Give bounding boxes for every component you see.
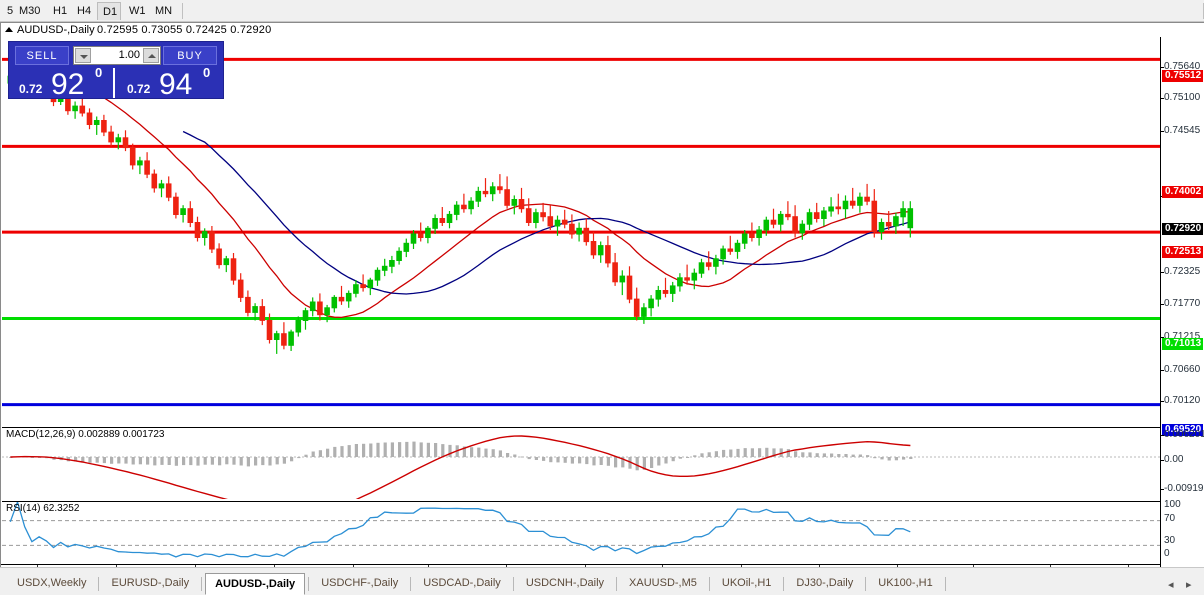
price-label-current-price[interactable]: 0.72920 — [1162, 223, 1204, 235]
chevron-up-icon — [148, 54, 156, 58]
rsi-axis-label: 70 — [1164, 513, 1176, 524]
timeframe-5[interactable]: 5 — [7, 5, 14, 17]
chart-tab-uk100-h1[interactable]: UK100-,H1 — [878, 577, 933, 589]
chart-tab-ukoil-h1[interactable]: UKOil-,H1 — [721, 577, 772, 589]
macd-tick-mark — [1160, 435, 1164, 436]
tab-separator — [98, 577, 100, 591]
chart-tab-eurusd-daily[interactable]: EURUSD-,Daily — [111, 577, 190, 589]
rsi-label: RSI(14) 62.3252 — [6, 503, 80, 514]
macd-label: MACD(12,26,9) 0.002889 0.001723 — [6, 429, 165, 440]
timeframe-d1[interactable]: D1 — [97, 2, 121, 20]
rsi-axis-label: 30 — [1164, 535, 1176, 546]
tab-separator — [308, 577, 310, 591]
price-label-resistance-level-1[interactable]: 0.75512 — [1162, 70, 1204, 82]
volume-decrease-button[interactable] — [75, 48, 91, 63]
timeframe-toolbar: 5 M30 H1 H4 D1 W1 MN — [0, 0, 1204, 22]
chart-symbol-label: AUDUSD-,Daily — [17, 24, 95, 36]
price-scale[interactable] — [1161, 37, 1204, 568]
timeframe-h1[interactable]: H1 — [53, 5, 68, 17]
chart-tab-audusd-daily[interactable]: AUDUSD-,Daily — [205, 573, 306, 595]
buy-price-lead: 0.72 — [127, 82, 151, 96]
buy-price-fraction: 0 — [203, 68, 211, 80]
tab-separator — [410, 577, 412, 591]
price-label-support-level-1[interactable]: 0.71013 — [1162, 338, 1204, 350]
macd-axis-label: 0.00 — [1164, 454, 1184, 465]
volume-stepper[interactable]: 1.00 — [73, 46, 161, 65]
price-tick-label: 0.71215 — [1164, 331, 1201, 342]
chevron-down-icon — [80, 55, 88, 59]
toolbar-divider — [182, 3, 183, 19]
tab-separator — [783, 577, 785, 591]
sell-price-big: 92 — [51, 68, 85, 98]
rsi-pane[interactable]: RSI(14) 62.3252 — [2, 501, 1160, 563]
rsi-axis-label: 0 — [1164, 548, 1170, 559]
chart-tab-usdcad-daily[interactable]: USDCAD-,Daily — [423, 577, 501, 589]
sell-price-fraction: 0 — [95, 68, 103, 80]
chart-ohlc-values: 0.72595 0.73055 0.72425 0.72920 — [97, 24, 272, 36]
price-axis-line — [1160, 37, 1161, 568]
macd-svg — [2, 435, 1160, 499]
price-tick-label: 0.75640 — [1164, 61, 1201, 72]
sell-button[interactable]: SELL — [15, 46, 69, 65]
chart-tab-dj30-daily[interactable]: DJ30-,Daily — [796, 577, 854, 589]
macd-axis-label: -0.00919 — [1164, 483, 1204, 494]
tab-separator — [616, 577, 618, 591]
price-tick-label: 0.71770 — [1164, 298, 1201, 309]
sell-price-lead: 0.72 — [19, 82, 43, 96]
buy-button[interactable]: BUY — [163, 46, 217, 65]
tab-separator — [708, 577, 710, 591]
chart-tab-usdchf-daily[interactable]: USDCHF-,Daily — [321, 577, 399, 589]
volume-increase-button[interactable] — [143, 48, 159, 63]
price-tick-mark — [1160, 370, 1164, 371]
rsi-axis-label: 100 — [1164, 499, 1181, 510]
pane-separator — [1, 423, 1161, 427]
buy-quote[interactable]: 0.72 94 0 — [119, 68, 223, 98]
price-tick-label: 0.72325 — [1164, 266, 1201, 277]
tab-nav-next-button[interactable]: ▸ — [1186, 579, 1192, 591]
tab-separator — [201, 577, 203, 591]
price-plot-area[interactable] — [2, 37, 1160, 423]
chart-title-bar: AUDUSD-,Daily 0.72595 0.73055 0.72425 0.… — [1, 23, 1204, 37]
chart-tab-usdx-weekly[interactable]: USDX,Weekly — [17, 577, 87, 589]
collapse-triangle-icon[interactable] — [5, 27, 13, 32]
timeframe-w1[interactable]: W1 — [129, 5, 146, 17]
timeframe-m30[interactable]: M30 — [19, 5, 41, 17]
timeframe-mn[interactable]: MN — [155, 5, 173, 17]
price-label-support-level-2[interactable]: 0.69520 — [1162, 424, 1204, 436]
chart-tab-bar: USDX,Weekly EURUSD-,Daily AUDUSD-,Daily USD… — [0, 567, 1204, 595]
tab-nav-prev-button[interactable]: ◂ — [1168, 579, 1174, 591]
price-tick-mark — [1160, 67, 1164, 68]
tab-separator — [944, 577, 946, 591]
rsi-svg — [2, 502, 1160, 558]
macd-tick-mark — [1160, 489, 1164, 490]
chart-tab-usdcnh-daily[interactable]: USDCNH-,Daily — [525, 577, 605, 589]
price-tick-label: 0.70120 — [1164, 395, 1201, 406]
timeframe-h4[interactable]: H4 — [77, 5, 92, 17]
macd-tick-mark — [1160, 460, 1164, 461]
buy-price-big: 94 — [159, 68, 193, 98]
price-tick-label: 0.74545 — [1164, 125, 1201, 136]
volume-value[interactable]: 1.00 — [118, 49, 140, 61]
price-tick-mark — [1160, 304, 1164, 305]
chart-window: AUDUSD-,Daily 0.72595 0.73055 0.72425 0.… — [0, 22, 1204, 578]
one-click-trading-panel[interactable]: SELL 1.00 BUY 0.72 92 0 0.72 94 0 — [8, 41, 224, 99]
price-tick-mark — [1160, 98, 1164, 99]
price-tick-mark — [1160, 272, 1164, 273]
macd-pane[interactable]: MACD(12,26,9) 0.002889 0.001723 — [2, 427, 1160, 499]
price-tick-mark — [1160, 131, 1164, 132]
price-tick-label: 0.75100 — [1164, 92, 1201, 103]
sell-quote[interactable]: 0.72 92 0 — [11, 68, 115, 98]
price-tick-label: 0.70660 — [1164, 364, 1201, 375]
price-label-resistance-level-3[interactable]: 0.72513 — [1162, 246, 1204, 258]
chart-tab-xauusd-m5[interactable]: XAUUSD-,M5 — [629, 577, 697, 589]
price-tick-mark — [1160, 401, 1164, 402]
tab-separator — [865, 577, 867, 591]
price-label-resistance-level-2[interactable]: 0.74002 — [1162, 186, 1204, 198]
tab-separator — [512, 577, 514, 591]
price-tick-mark — [1160, 337, 1164, 338]
candlestick-svg — [2, 57, 1160, 407]
macd-axis-label: 0.006201 — [1164, 429, 1204, 440]
